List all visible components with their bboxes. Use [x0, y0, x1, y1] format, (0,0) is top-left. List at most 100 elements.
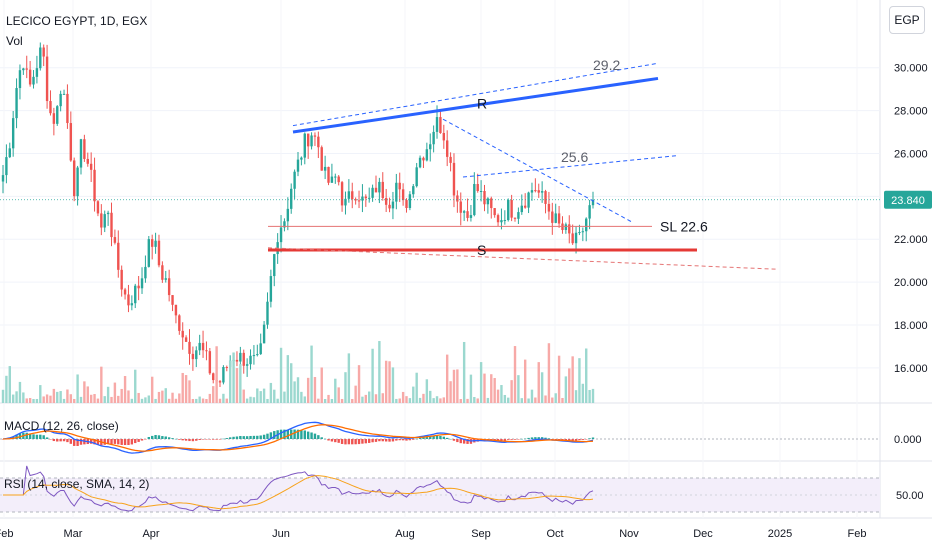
volume-bar — [225, 398, 228, 403]
volume-bar — [127, 390, 130, 403]
candle-body — [354, 199, 357, 201]
volume-bar — [405, 396, 408, 403]
candle-body — [205, 350, 208, 352]
macd-hist-bar — [442, 436, 446, 439]
candle-body — [45, 56, 49, 102]
candle-body — [323, 166, 327, 171]
candle-body — [452, 162, 456, 196]
volume-bar — [330, 398, 334, 403]
volume-bar — [530, 389, 534, 403]
macd-hist-bar — [225, 438, 228, 439]
candle-body — [425, 149, 429, 161]
volume-bar — [167, 398, 171, 403]
volume-bar — [551, 397, 554, 403]
candle-body — [578, 232, 581, 234]
volume-bar — [401, 391, 405, 403]
volume-bar — [340, 398, 344, 403]
volume-bar — [462, 341, 466, 403]
candle-body — [442, 132, 446, 141]
macd-hist-bar — [544, 437, 547, 439]
macd-hist-bar — [330, 439, 334, 442]
volume-bar — [317, 398, 320, 403]
candle-body — [310, 135, 313, 147]
candle-body — [330, 176, 334, 183]
volume-bar — [52, 388, 56, 403]
candle-body — [256, 354, 259, 356]
macd-hist-bar — [205, 439, 208, 440]
candle-body — [381, 181, 384, 199]
candle-body — [178, 315, 181, 331]
macd-hist-bar — [527, 437, 530, 439]
macd-hist-bar — [340, 439, 344, 444]
macd-hist-bar — [93, 439, 96, 445]
macd-hist-bar — [266, 433, 269, 439]
volume-bar — [540, 372, 544, 403]
candle-body — [140, 278, 144, 289]
macd-hist-bar — [401, 439, 405, 441]
volume-bar — [320, 367, 323, 403]
candle-body — [164, 278, 167, 280]
volume-bar — [408, 398, 412, 403]
macd-hist-bar — [384, 439, 388, 442]
volume-bar — [178, 393, 181, 403]
macd-hist-bar — [252, 435, 256, 439]
candle-body — [198, 342, 201, 351]
macd-hist-bar — [588, 438, 591, 439]
volume-bar — [473, 397, 476, 403]
candle-body — [174, 304, 178, 316]
volume-bar — [22, 392, 25, 403]
candle-body — [537, 190, 540, 193]
volume-bar — [388, 361, 391, 403]
macd-hist-bar — [520, 438, 523, 440]
volume-bar — [361, 396, 364, 403]
volume-bar — [561, 397, 564, 403]
macd-hist-bar — [317, 435, 320, 439]
macd-hist-bar — [130, 439, 134, 445]
candles-group — [1, 42, 595, 388]
volume-bar — [113, 382, 117, 403]
candle-body — [591, 199, 595, 206]
candle-body — [188, 341, 191, 354]
macd-hist-bar — [456, 439, 459, 443]
macd-hist-bar — [554, 439, 557, 440]
volume-bar — [262, 388, 266, 403]
macd-hist-bar — [412, 439, 415, 440]
volume-bar — [415, 372, 418, 403]
candle-body — [32, 76, 35, 85]
volume-bar — [276, 398, 279, 403]
volume-bar — [445, 354, 449, 403]
macd-hist-bar — [364, 439, 368, 444]
macd-hist-bar — [466, 439, 469, 444]
currency-button[interactable]: EGP — [889, 6, 925, 34]
macd-hist-bar — [134, 439, 137, 444]
rsi-line — [3, 465, 594, 512]
candle-body — [398, 182, 401, 190]
candle-body — [490, 198, 493, 209]
volume-bar — [293, 381, 296, 403]
macd-hist-bar — [425, 436, 429, 439]
macd-hist-bar — [198, 439, 201, 440]
candle-body — [181, 330, 184, 338]
macd-hist-bar — [76, 439, 79, 446]
resistance-line — [292, 76, 659, 134]
volume-bar — [564, 376, 568, 403]
macd-hist-bar — [422, 437, 425, 439]
macd-hist-bar — [517, 439, 520, 440]
candle-body — [225, 367, 228, 369]
candle-body — [252, 355, 256, 357]
volume-bar — [520, 398, 523, 403]
macd-hist-bar — [120, 439, 123, 445]
candle-body — [479, 190, 483, 192]
candle-body — [534, 190, 537, 192]
candle-body — [571, 233, 574, 244]
mid-target-line — [462, 155, 678, 178]
candle-body — [137, 285, 140, 289]
macd-hist-bar — [52, 439, 56, 442]
macd-hist-bar — [547, 438, 551, 439]
candle-body — [429, 144, 432, 150]
volume-bar — [110, 396, 113, 403]
macd-hist-bar — [49, 439, 52, 440]
volume-bar — [534, 397, 537, 403]
macd-hist-bar — [432, 436, 435, 439]
